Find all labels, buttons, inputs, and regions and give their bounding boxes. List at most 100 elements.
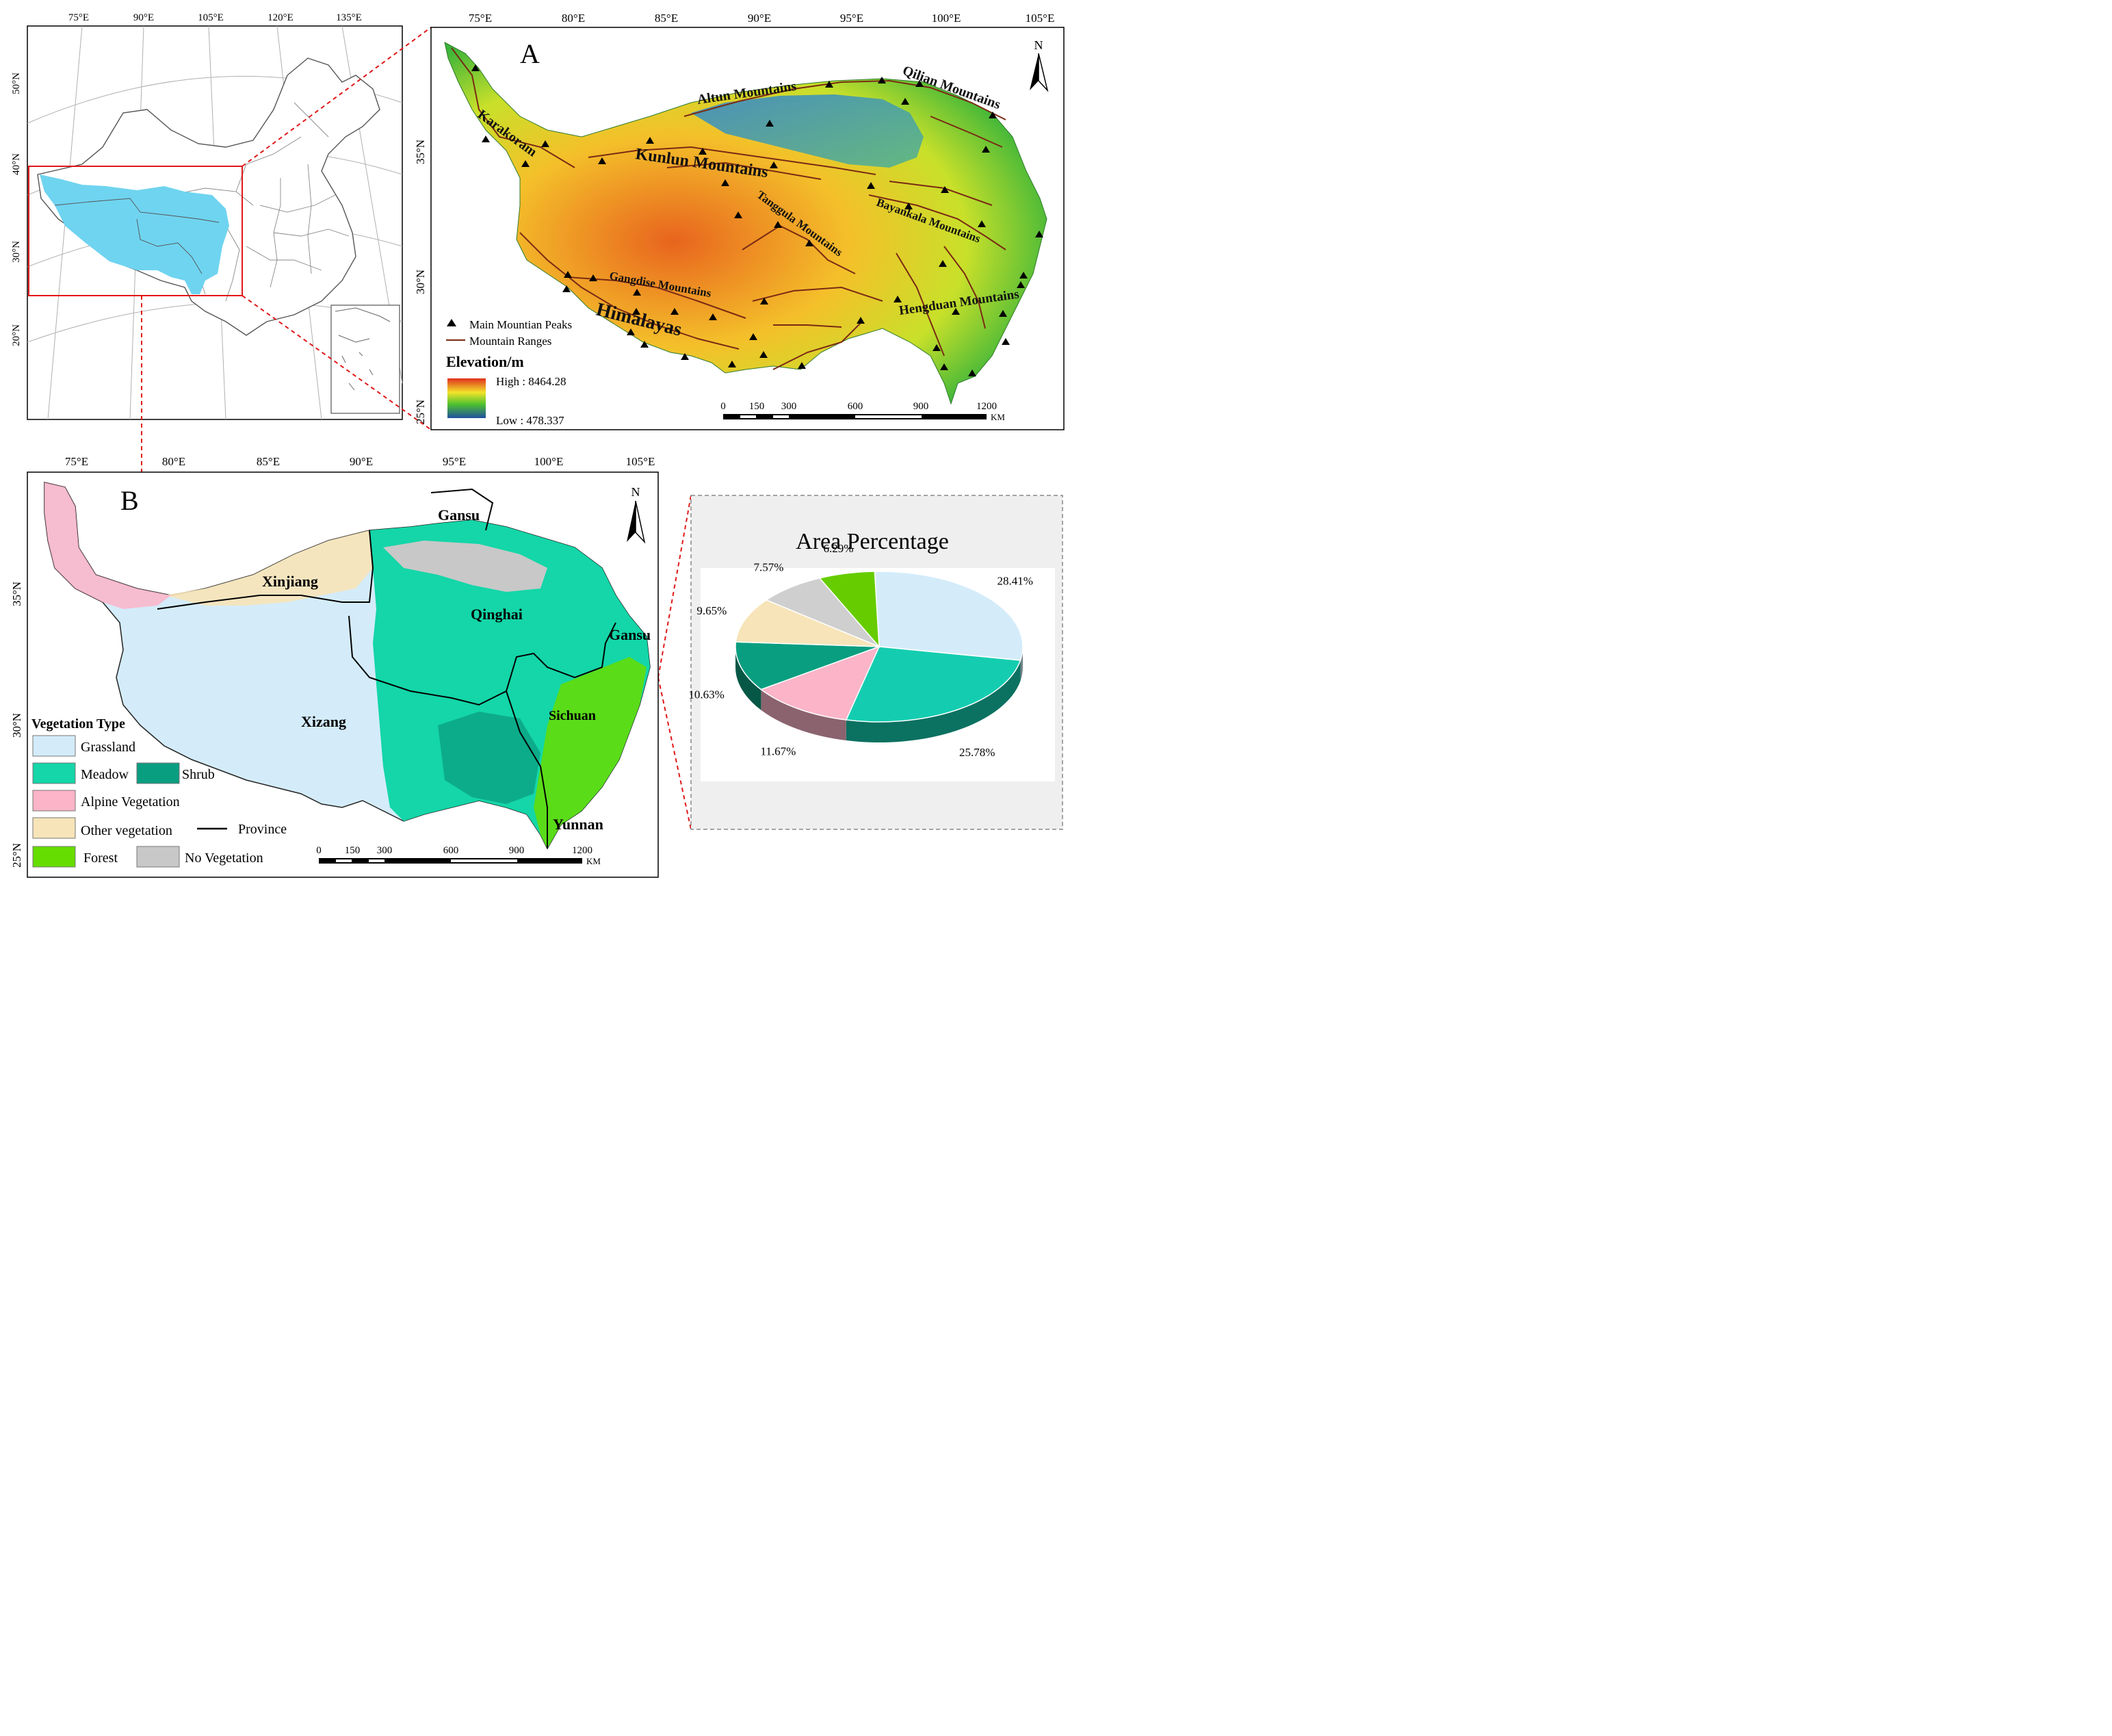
study-area-box (28, 166, 243, 296)
panel-b-scale-bar: 0 150 300 600 900 1200 KM (316, 845, 601, 866)
forest-region (534, 657, 647, 848)
legend-label-no-vegetation: No Vegetation (185, 851, 263, 866)
peak-marker (749, 333, 757, 340)
other-vegetation-region (164, 530, 373, 606)
pie-slice-side (761, 689, 846, 741)
scale-tick: 600 (848, 401, 863, 412)
peak-marker (774, 221, 782, 228)
peak-marker (699, 148, 707, 155)
north-arrow-b: N (627, 485, 646, 544)
shrub-region (438, 712, 540, 804)
peak-marker (734, 211, 742, 218)
pie-slice-label: 28.41% (997, 575, 1032, 588)
pie-chart: 28.41% 25.78% 11.67% 10.63% 9.65% 7.57% 6.29% (688, 542, 1033, 759)
overview-lon-label: 90°E (133, 12, 154, 23)
panel-a-scale-bar: 0 150 300 600 900 1200 KM (720, 401, 1005, 422)
peak-marker (640, 341, 649, 348)
lon-label: 90°E (748, 12, 771, 25)
lon-label: 80°E (562, 12, 585, 25)
pie-slice (735, 599, 880, 647)
peak-marker (941, 186, 949, 193)
overview-lat-label: 40°N (11, 153, 22, 175)
mountain-peaks (471, 64, 1043, 376)
scale-unit: KM (991, 412, 1005, 422)
overview-lat-label: 20°N (11, 324, 22, 346)
legend-swatch-forest (32, 846, 76, 868)
peak-marker (878, 77, 886, 83)
panel-a-lon-labels: 75°E 80°E 85°E 90°E 95°E 100°E 105°E (469, 12, 1054, 25)
peak-marker (1035, 231, 1043, 237)
peak-marker (728, 361, 736, 367)
peak-marker (978, 220, 986, 227)
chart-title: Area Percentage (796, 529, 949, 554)
lat-label: 35°N (10, 582, 23, 606)
overview-lat-labels: 50°N 40°N 30°N 20°N (11, 73, 22, 346)
peak-marker (982, 146, 990, 153)
lon-label: 95°E (443, 455, 466, 468)
peak-marker (939, 260, 947, 267)
peak-marker (482, 135, 490, 142)
peak-marker (867, 182, 875, 189)
peak-marker (989, 112, 997, 118)
legend-label-grassland: Grassland (81, 740, 135, 755)
pie-slice-label: 11.67% (761, 744, 796, 757)
overview-map: 75°E 90°E 105°E 120°E 135°E 50°N 40°N 30… (11, 12, 403, 420)
range-legend-label: Mountain Ranges (469, 335, 551, 348)
scale-tick: 0 (720, 401, 726, 412)
province-label-yunnan: Yunnan (553, 816, 603, 833)
elevation-high: High : 8464.28 (496, 375, 566, 388)
scale-tick: 300 (781, 401, 797, 412)
scale-tick: 900 (913, 401, 929, 412)
peak-marker (770, 161, 778, 168)
elevation-low: Low : 478.337 (496, 414, 564, 427)
lon-label: 105°E (1026, 12, 1055, 25)
scale-tick: 1200 (976, 401, 997, 412)
legend-label-forest: Forest (83, 851, 118, 866)
pie-slice (735, 641, 880, 690)
lat-label: 25°N (414, 400, 427, 424)
peak-marker (1017, 281, 1025, 288)
legend-swatch-meadow (32, 762, 76, 784)
province-label-xinjiang: Xinjiang (262, 573, 318, 590)
elevation-colorbar (447, 378, 486, 418)
scale-tick: 300 (377, 845, 393, 856)
legend-swatch-no-vegetation (136, 846, 180, 868)
province-label-sichuan: Sichuan (549, 708, 596, 723)
peak-marker (999, 310, 1007, 317)
peak-marker (933, 344, 941, 351)
lon-label: 85°E (257, 455, 280, 468)
no-vegetation-region (383, 541, 547, 592)
legend-swatch-alpine (32, 790, 76, 812)
scale-tick: 0 (316, 845, 322, 856)
scale-unit: KM (586, 856, 601, 866)
lon-label: 100°E (534, 455, 564, 468)
peak-marker (901, 98, 909, 105)
peak-marker (627, 328, 635, 335)
lon-label: 95°E (840, 12, 863, 25)
lon-label: 105°E (626, 455, 655, 468)
peak-marker (766, 120, 774, 127)
peak-marker (1002, 338, 1010, 345)
vegetation-legend-title: Vegetation Type (31, 716, 125, 731)
panel-b-letter: B (120, 485, 139, 516)
legend-label-meadow: Meadow (81, 767, 129, 782)
peak-marker (632, 308, 640, 315)
peak-legend-label: Main Mountian Peaks (469, 318, 572, 331)
peak-marker (721, 179, 729, 186)
province-label-xizang: Xizang (301, 713, 346, 730)
scale-tick: 900 (509, 845, 525, 856)
overview-lat-label: 30°N (11, 241, 22, 263)
scale-tick: 150 (345, 845, 361, 856)
pie-slice-label: 6.29% (824, 542, 854, 555)
mountain-range-lines (451, 47, 1006, 370)
area-percentage-panel: Area Percentage 28.41% 25.78% 11.67% 10.63%… (688, 495, 1063, 830)
legend-label-other: Other vegetation (81, 823, 172, 838)
north-label: N (1034, 38, 1043, 52)
overview-lon-label: 135°E (336, 12, 362, 23)
peak-marker (915, 80, 924, 87)
panel-a-lat-labels: 35°N 30°N 25°N (414, 140, 427, 424)
peak-marker (598, 157, 606, 164)
connector-lines (141, 27, 692, 830)
qaidam-basin (691, 94, 924, 168)
peak-marker (760, 298, 768, 305)
